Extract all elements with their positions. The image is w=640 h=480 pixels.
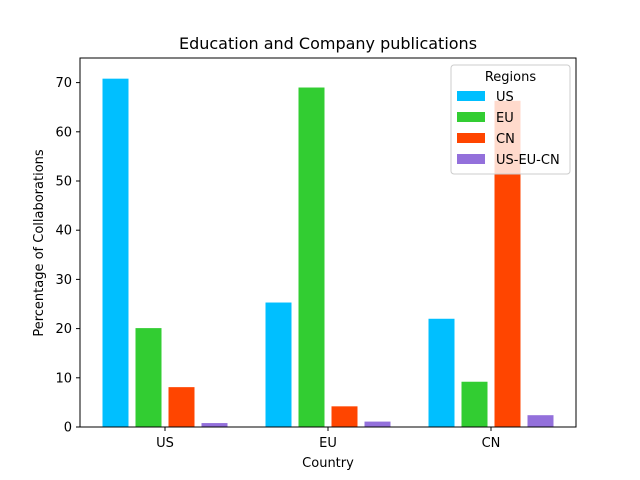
legend-swatch-cn [457, 133, 485, 143]
legend-label-cn: CN [496, 132, 515, 147]
legend-swatch-eu [457, 112, 485, 122]
y-axis-label: Percentage of Collaborations [32, 149, 47, 337]
legend: Regions US EU CN US-EU-CN [450, 64, 571, 175]
bar-us-eu-cn-us [201, 423, 228, 427]
y-tick-label: 20 [55, 322, 72, 337]
bar-us-eu [265, 302, 292, 427]
legend-label-us: US [496, 90, 514, 105]
y-tick-label: 0 [64, 421, 72, 436]
legend-swatch-us [457, 91, 485, 101]
bar-us-cn [428, 318, 455, 427]
bar-cn-us [168, 387, 195, 427]
legend-title: Regions [485, 70, 537, 85]
x-tick-label: CN [482, 436, 501, 451]
y-tick-label: 60 [55, 125, 72, 140]
bar-eu-eu [298, 87, 325, 428]
y-tick-label: 50 [55, 175, 72, 190]
chart-title: Education and Company publications [179, 34, 477, 53]
bar-us-us [102, 78, 129, 427]
axes: 0 10 20 30 40 50 60 70 US EU CN [55, 57, 577, 451]
bar-cn-eu [331, 406, 358, 427]
y-tick-label: 30 [55, 273, 72, 288]
legend-label-eu: EU [496, 111, 514, 126]
x-tick-label: EU [319, 436, 337, 451]
bar-us-eu-cn-eu [364, 421, 391, 427]
bar-us-eu-cn-cn [527, 415, 554, 427]
y-tick-label: 40 [55, 224, 72, 239]
x-axis-label: Country [302, 456, 354, 471]
y-tick-label: 70 [55, 76, 72, 91]
legend-label-us-eu-cn: US-EU-CN [496, 153, 560, 168]
bar-eu-us [135, 328, 162, 427]
y-tick-label: 10 [55, 371, 72, 386]
legend-swatch-us-eu-cn [457, 154, 485, 164]
bar-eu-cn [461, 381, 488, 427]
x-tick-label: US [156, 436, 174, 451]
